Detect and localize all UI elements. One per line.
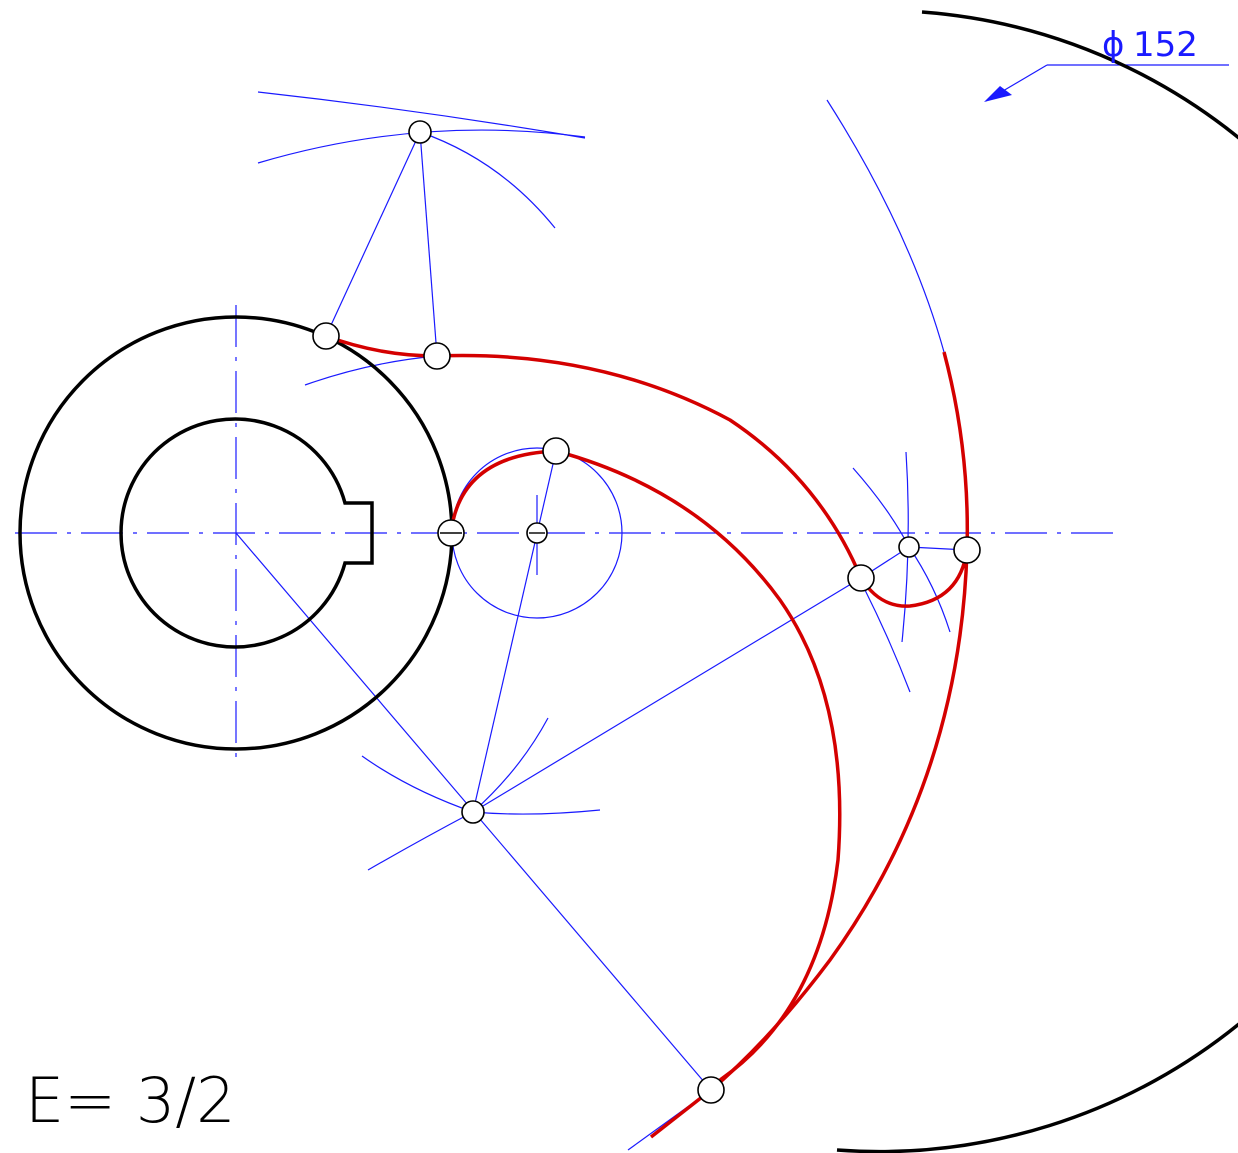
construction-arc <box>419 131 556 229</box>
construction-points <box>312 120 981 1104</box>
construction-line <box>325 131 421 337</box>
construction-point <box>847 564 875 592</box>
construction-point <box>953 536 981 564</box>
diameter-dimension: 152 <box>1133 25 1198 65</box>
construction-point <box>697 1076 725 1104</box>
construction-line <box>419 131 438 357</box>
profile-segment <box>436 353 863 579</box>
construction-lines <box>235 64 1229 1151</box>
outlines <box>18 10 1238 1153</box>
construction-point <box>312 322 340 350</box>
profile-segment <box>859 549 969 608</box>
construction-point <box>423 342 451 370</box>
construction-arc <box>826 99 945 353</box>
construction-point <box>461 800 485 824</box>
construction-line <box>472 577 862 813</box>
construction-arc <box>304 355 438 386</box>
keyed-bore <box>119 417 374 649</box>
construction-point <box>408 120 432 144</box>
dimension-arrow <box>984 86 1012 102</box>
construction-line <box>472 450 557 813</box>
construction-arc <box>852 467 910 548</box>
construction-arc <box>908 546 951 633</box>
construction-point <box>898 536 920 558</box>
diameter-symbol: ϕ <box>1102 25 1124 65</box>
profile-segment <box>555 449 842 1082</box>
construction-arc <box>257 91 586 139</box>
profile-segment <box>709 351 970 1092</box>
construction-point <box>542 437 570 465</box>
ratio-label: E= 3/2 <box>25 1064 236 1137</box>
cam-profile <box>325 334 970 1139</box>
construction-arc <box>864 589 911 693</box>
profile-segment <box>449 449 557 534</box>
outer-diameter-arc <box>836 10 1238 1153</box>
